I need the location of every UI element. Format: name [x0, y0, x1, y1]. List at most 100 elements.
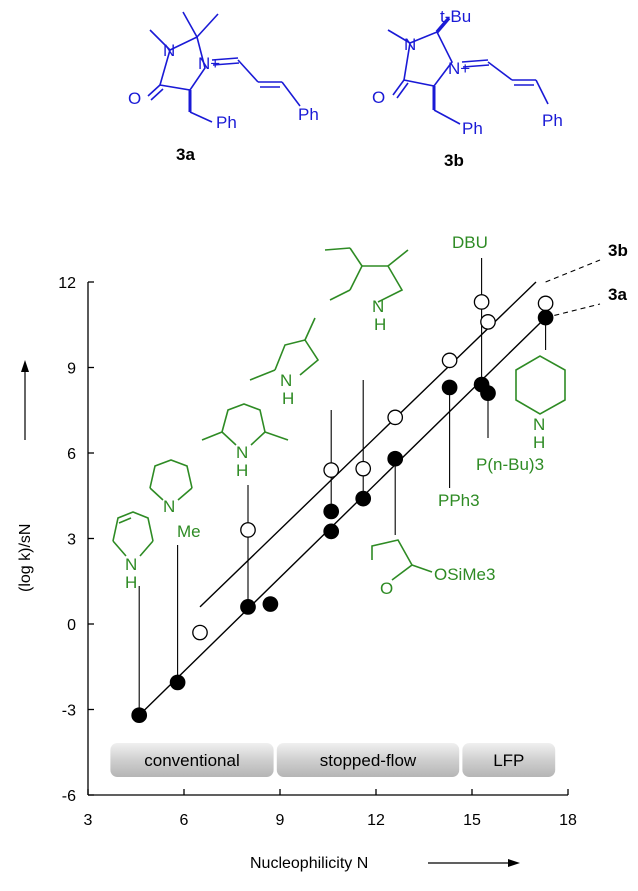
n-methyl-3a	[149, 29, 171, 51]
piperidine-h: H	[533, 433, 545, 452]
method-band-label: stopped-flow	[320, 751, 417, 770]
nmp-me: Me	[177, 522, 201, 541]
ska-ring	[371, 539, 414, 581]
y-axis-label: (log k)/sN	[17, 524, 34, 592]
data-point-3a	[323, 503, 340, 520]
dmp25-n: N	[236, 443, 248, 462]
ska-osi	[411, 564, 433, 573]
ska-o: O	[380, 579, 393, 598]
x-tick-label: 3	[84, 812, 93, 829]
atom-ph1-3b: Ph	[462, 119, 483, 138]
kryptopyrrole-et2	[324, 247, 351, 251]
structure-3a	[147, 11, 301, 123]
atom-o-3b: O	[372, 88, 385, 107]
atom-ph2-3a: Ph	[298, 105, 319, 124]
kryptopyrrole-me1	[329, 289, 351, 301]
data-point-3b	[480, 314, 496, 330]
data-point-3a	[323, 523, 340, 540]
tbu-wedge-3b	[435, 16, 451, 34]
iminium2-3a	[212, 62, 240, 66]
data-point-3a	[262, 596, 279, 612]
y-tick-label: 0	[67, 617, 76, 634]
kryptopyrrole-me2	[387, 249, 409, 267]
y-axis-arrowhead	[21, 360, 29, 372]
pph3-label: PPh3	[438, 491, 480, 510]
y-tick-label: 12	[58, 275, 76, 292]
series-leader-3b	[545, 259, 601, 283]
pyrrole-ring	[112, 511, 154, 542]
data-point-3a	[240, 599, 256, 615]
piperidine-n: N	[533, 415, 545, 434]
dmp24-me1	[249, 369, 276, 381]
data-point-3b	[355, 460, 372, 477]
y-tick-label: 6	[67, 446, 76, 463]
series-label-3b: 3b	[608, 241, 628, 260]
x-axis-label: Nucleophilicity N	[250, 855, 368, 872]
data-point-3a	[441, 379, 458, 396]
x-tick-label: 15	[463, 812, 481, 829]
axes: -6 -3 0 3 6 9 12 3 6 9 12 15 18	[58, 275, 577, 829]
n-methyl-3b	[387, 29, 411, 44]
chain3-3b	[535, 79, 549, 105]
atom-tbu-3b: t-Bu	[440, 7, 471, 26]
series-label-3a: 3a	[608, 285, 627, 304]
chain3-3a	[281, 81, 301, 107]
method-band	[110, 743, 274, 777]
chain1-3a	[237, 59, 259, 83]
carbonyl-3b	[392, 79, 405, 96]
atom-n-3a: N	[163, 41, 175, 60]
nmp-ring	[149, 459, 193, 489]
dmp25-me2	[264, 431, 289, 441]
x-tick-label: 12	[367, 812, 385, 829]
ska-osime3: OSiMe3	[434, 565, 495, 584]
reagent-annotations	[112, 247, 566, 581]
atom-ph1-3a: Ph	[216, 113, 237, 132]
data-point-3a	[169, 674, 186, 691]
data-points	[131, 294, 554, 724]
data-point-3b	[192, 624, 208, 641]
carbonyl-3a	[147, 84, 161, 97]
y-tick-label: -3	[62, 703, 76, 720]
structure-3b-atoms: t-Bu N N+ O Ph Ph	[372, 7, 563, 138]
iminium-3a	[211, 57, 239, 61]
methyl-b-3a	[196, 13, 219, 38]
data-point-3a	[131, 707, 148, 724]
pyrrole-n: N	[125, 555, 137, 574]
fit-line-3a	[138, 317, 547, 716]
data-point-3b	[323, 462, 340, 478]
dmp24-ring	[274, 339, 320, 376]
method-band	[276, 743, 460, 777]
series-leader-3a	[545, 303, 601, 319]
data-point-3a	[387, 450, 404, 467]
dmp25-me1	[201, 431, 223, 441]
fit-line-3b	[199, 281, 537, 608]
x-tick-label: 18	[559, 812, 577, 829]
pyrrole-ring2	[112, 540, 154, 557]
data-point-3b	[387, 409, 404, 426]
series-labels: 3b 3a	[545, 241, 628, 319]
y-tick-label: -6	[62, 788, 76, 805]
y-tick-label: 9	[67, 361, 76, 378]
kryptopyrrole-n: N	[372, 297, 384, 316]
method-band-label: LFP	[493, 751, 524, 770]
data-point-3a	[480, 385, 496, 401]
dmp25-ring	[221, 403, 266, 433]
kryptopyrrole-et1	[349, 247, 363, 267]
x-tick-label: 6	[180, 812, 189, 829]
structure-3a-atoms: N N+ O Ph Ph	[128, 41, 319, 132]
plot-area: -6 -3 0 3 6 9 12 3 6 9 12 15 18 conventional stopped-…	[58, 241, 628, 829]
iminium-3b	[461, 59, 489, 63]
atom-o-3a: O	[128, 89, 141, 108]
dmp24-h: H	[282, 389, 294, 408]
nmp-ring2	[149, 487, 193, 501]
carbonyl2-3a	[150, 88, 164, 101]
fit-lines	[138, 281, 547, 716]
atom-nplus-3a: N+	[198, 54, 220, 73]
piperidine-ring	[515, 355, 566, 415]
benzyl-3a	[189, 111, 213, 123]
pyrrole-db	[118, 517, 132, 524]
x-axis-arrowhead	[508, 859, 520, 867]
carbonyl2-3b	[396, 82, 409, 99]
method-band-label: conventional	[144, 751, 239, 770]
